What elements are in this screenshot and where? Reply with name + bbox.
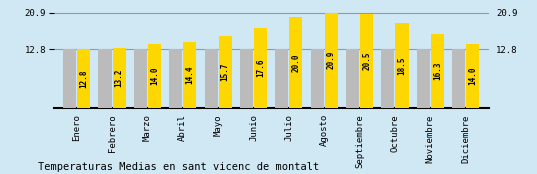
Text: 14.4: 14.4: [185, 66, 194, 84]
Bar: [148, 44, 161, 108]
Text: 15.7: 15.7: [221, 63, 230, 81]
Bar: [113, 48, 126, 108]
Text: 12.8: 12.8: [79, 69, 88, 88]
Bar: [360, 14, 373, 108]
Text: Temperaturas Medias en sant vicenc de montalt: Temperaturas Medias en sant vicenc de mo…: [38, 162, 319, 172]
Text: 14.0: 14.0: [468, 67, 477, 85]
Bar: [346, 49, 359, 108]
Bar: [219, 36, 232, 108]
Bar: [452, 49, 465, 108]
Bar: [183, 42, 197, 108]
Text: 16.3: 16.3: [433, 61, 442, 80]
Bar: [134, 49, 147, 108]
Text: 20.9: 20.9: [327, 51, 336, 69]
Bar: [275, 49, 288, 108]
Bar: [325, 13, 338, 108]
Text: 14.0: 14.0: [150, 67, 159, 85]
Text: 20.5: 20.5: [362, 52, 371, 70]
Bar: [63, 49, 76, 108]
Bar: [169, 49, 182, 108]
Bar: [310, 49, 324, 108]
Bar: [289, 17, 302, 108]
Bar: [466, 44, 480, 108]
Bar: [98, 49, 112, 108]
Bar: [240, 49, 253, 108]
Text: 18.5: 18.5: [397, 56, 407, 75]
Bar: [381, 49, 394, 108]
Text: 20.0: 20.0: [292, 53, 300, 72]
Text: 13.2: 13.2: [114, 69, 124, 87]
Bar: [77, 49, 90, 108]
Bar: [395, 23, 409, 108]
Bar: [417, 49, 430, 108]
Bar: [205, 49, 217, 108]
Bar: [254, 27, 267, 108]
Bar: [431, 34, 444, 108]
Text: 17.6: 17.6: [256, 58, 265, 77]
